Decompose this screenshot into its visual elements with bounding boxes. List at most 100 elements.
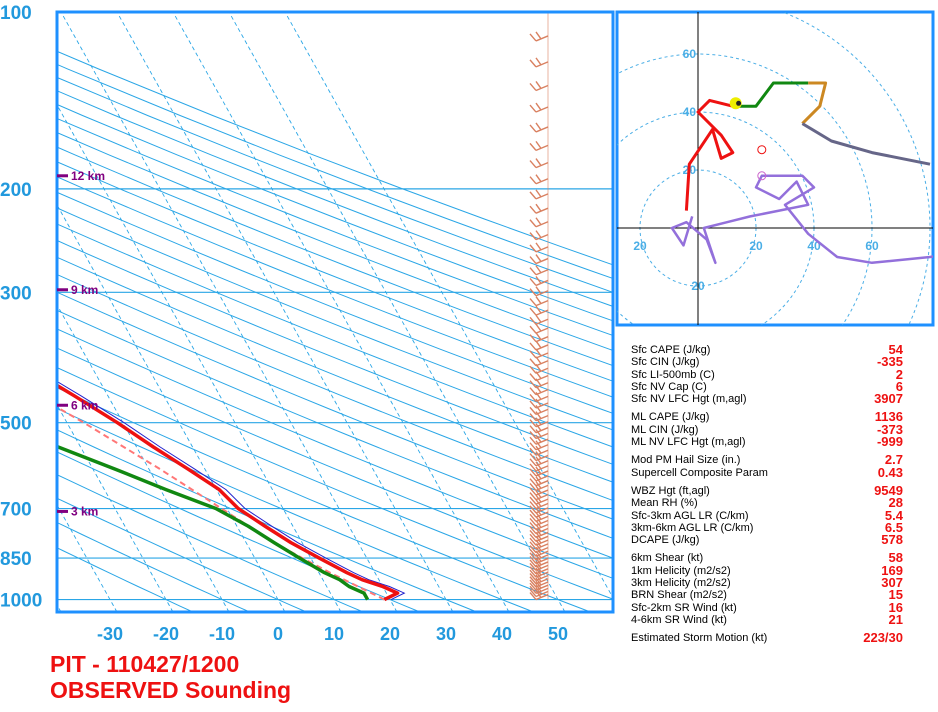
dry-adiabat bbox=[57, 429, 477, 612]
pressure-tick-label: 700 bbox=[0, 500, 32, 521]
parameter-row: Sfc CAPE (J/kg) 54 bbox=[631, 342, 931, 357]
hodograph-axis-label: 60 bbox=[865, 239, 879, 253]
parameter-row: 3km Helicity (m2/s2) 307 bbox=[631, 576, 931, 589]
parameter-label: WBZ Hgt (ft,agl) bbox=[631, 484, 710, 497]
parameter-row: BRN Shear (m2/s2) 15 bbox=[631, 587, 931, 603]
parameter-label: Sfc LI-500mb (C) bbox=[631, 368, 715, 381]
dry-adiabat bbox=[57, 366, 613, 600]
parameter-value: 28 bbox=[888, 495, 903, 511]
wind-barb bbox=[529, 158, 549, 169]
hodograph-frame bbox=[615, 10, 935, 327]
parameter-label: Sfc-3km AGL LR (C/km) bbox=[631, 509, 749, 522]
parameter-row: WBZ Hgt (ft,agl) 9549 bbox=[631, 484, 931, 497]
dry-adiabat bbox=[57, 474, 364, 612]
parameter-value: 54 bbox=[888, 342, 903, 357]
isotherm-line bbox=[57, 603, 62, 612]
pressure-tick-label: 100 bbox=[0, 3, 32, 24]
wind-barb bbox=[529, 356, 549, 367]
bunkers-left-marker bbox=[757, 171, 767, 181]
parameter-value: 16 bbox=[888, 599, 903, 615]
dry-adiabat bbox=[57, 256, 613, 483]
hodograph-axis-label: 20 bbox=[633, 239, 647, 253]
pressure-axis-labels: 100 200 300 500 700 850 1000 bbox=[0, 3, 42, 612]
storm-motion-dot bbox=[736, 100, 742, 106]
wind-barb bbox=[529, 174, 549, 185]
wind-barb bbox=[529, 276, 549, 287]
dry-adiabat bbox=[57, 176, 613, 398]
wind-barb bbox=[529, 590, 549, 601]
wind-barb bbox=[529, 305, 549, 316]
parameter-value: 15 bbox=[888, 587, 903, 603]
parameter-label: Sfc CIN (J/kg) bbox=[631, 356, 700, 369]
wind-barb bbox=[529, 451, 549, 462]
wind-barb bbox=[529, 296, 549, 307]
isotherm-line bbox=[284, 12, 613, 599]
wind-barb bbox=[529, 217, 549, 228]
dry-adiabat bbox=[57, 90, 613, 307]
parameter-label: Estimated Storm Motion (kt) bbox=[631, 632, 768, 645]
pressure-tick-label: 200 bbox=[0, 180, 32, 201]
dry-adiabat bbox=[57, 76, 613, 293]
parameter-label: Supercell Composite Param bbox=[631, 466, 768, 479]
isotherm-line bbox=[116, 12, 454, 612]
parameter-row: Mod PM Hail Size (in.) 2.7 bbox=[631, 452, 931, 468]
pressure-tick-label: 500 bbox=[0, 414, 32, 435]
isotherm-line bbox=[60, 12, 398, 612]
parameter-value: 5.4 bbox=[884, 507, 903, 523]
temperature-trace bbox=[57, 383, 400, 602]
dry-adiabat bbox=[57, 291, 613, 520]
dry-adiabat bbox=[57, 161, 613, 382]
wind-barb bbox=[529, 340, 549, 351]
parameter-value: 2.7 bbox=[884, 452, 903, 468]
dry-adiabat bbox=[57, 273, 613, 502]
wind-barb bbox=[529, 445, 549, 456]
wind-barb bbox=[529, 314, 549, 325]
height-marker-label: 6 km bbox=[71, 398, 98, 412]
wind-barb bbox=[529, 411, 549, 422]
temperature-tick-label: 0 bbox=[273, 624, 283, 644]
parameter-label: Sfc CAPE (J/kg) bbox=[631, 344, 711, 356]
wind-barb bbox=[529, 323, 549, 334]
isotherm-line bbox=[228, 12, 566, 612]
parameter-row: Supercell Composite Param 0.43 bbox=[631, 466, 931, 479]
hodograph-trace-mid bbox=[684, 98, 735, 211]
parameter-label: 1km Helicity (m2/s2) bbox=[631, 564, 731, 577]
wind-barb bbox=[529, 404, 549, 416]
pressure-tick-label: 1000 bbox=[0, 591, 42, 612]
parameter-row: 4-6km SR Wind (kt) 21 bbox=[631, 613, 931, 626]
wind-barb bbox=[529, 417, 549, 428]
temperature-tick-label: 40 bbox=[492, 624, 512, 644]
parameter-row: Sfc CIN (J/kg) -335 bbox=[631, 355, 931, 369]
isotherm-line bbox=[172, 12, 510, 612]
parameter-label: ML NV LFC Hgt (m,agl) bbox=[631, 436, 746, 449]
wind-barb bbox=[529, 574, 549, 585]
dry-adiabat bbox=[57, 328, 613, 559]
wind-barb bbox=[529, 31, 549, 42]
parameter-value: 6.5 bbox=[884, 519, 903, 535]
parameter-label: 3km-6km AGL LR (C/km) bbox=[631, 521, 754, 534]
wind-barb bbox=[529, 423, 549, 434]
parameter-row: 3km-6km AGL LR (C/km) 6.5 bbox=[631, 519, 931, 535]
hodograph-ring-label: 40 bbox=[683, 105, 697, 119]
wind-barb bbox=[529, 440, 549, 451]
storm-motion-marker bbox=[729, 97, 742, 110]
dry-adiabat bbox=[57, 117, 613, 337]
wind-barb bbox=[529, 332, 549, 343]
temperature-tick-label: 10 bbox=[324, 624, 344, 644]
parameter-row: Sfc-2km SR Wind (kt) 16 bbox=[631, 599, 931, 615]
wind-barb bbox=[529, 461, 549, 472]
parameter-row: Sfc NV Cap (C) 6 bbox=[631, 380, 931, 393]
height-markers: 12 km 9 km 6 km 3 km bbox=[57, 169, 105, 518]
parameter-label: BRN Shear (m2/s2) bbox=[631, 589, 727, 602]
skewt-frame bbox=[55, 10, 615, 614]
wind-barb bbox=[529, 286, 549, 297]
hodograph-trace-upper2 bbox=[801, 81, 828, 125]
wind-barb bbox=[529, 140, 549, 152]
dry-adiabat bbox=[57, 309, 613, 539]
parameter-label: ML CAPE (J/kg) bbox=[631, 411, 710, 424]
wind-barb bbox=[529, 466, 549, 477]
bunkers-right-marker bbox=[757, 145, 767, 155]
wind-barb bbox=[529, 57, 549, 68]
wind-barb bbox=[529, 189, 549, 200]
